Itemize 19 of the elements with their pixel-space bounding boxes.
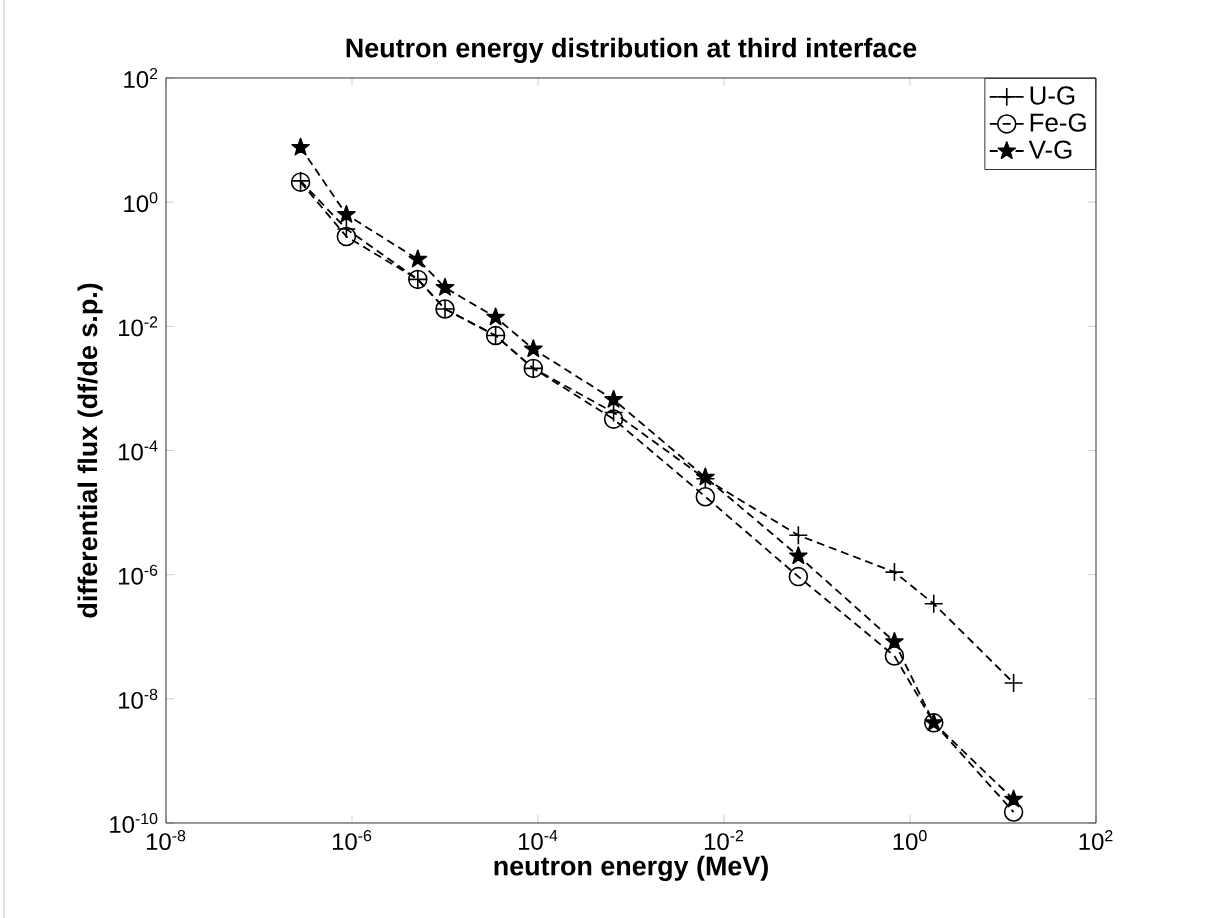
x-axis-title: neutron energy (MeV) xyxy=(494,855,768,881)
legend-label: U-G xyxy=(1030,86,1075,105)
x-tick-label: 10$^{-4}$ xyxy=(518,830,558,850)
chart-title: Neutron energy distribution at third interface xyxy=(346,37,917,63)
y-axis-title: differential flux (df/de s.p.) xyxy=(77,283,103,618)
y-tick-label: 10$^{-8}$ xyxy=(119,688,158,709)
y-tick-label: 10$^{0}$ xyxy=(124,192,158,213)
x-tick-label: 10$^{-2}$ xyxy=(704,830,744,851)
x-tick-label: 10$^{-8}$ xyxy=(146,830,186,851)
x-tick-label: 10$^{2}$ xyxy=(1079,830,1113,851)
y-tick-label: 10$^{-2}$ xyxy=(119,316,158,337)
y-tick-label: 10$^{-10}$ xyxy=(110,812,158,833)
legend-label: V-G xyxy=(1028,140,1072,159)
y-tick-label: 10$^{2}$ xyxy=(124,67,158,88)
x-tick-label: 10$^{-6}$ xyxy=(332,830,372,851)
legend-label: Fe-G xyxy=(1030,113,1086,132)
x-tick-label: 10$^{0}$ xyxy=(893,830,927,851)
y-tick-label: 10$^{-6}$ xyxy=(119,564,158,585)
y-tick-label: 10$^{-4}$ xyxy=(119,440,158,461)
